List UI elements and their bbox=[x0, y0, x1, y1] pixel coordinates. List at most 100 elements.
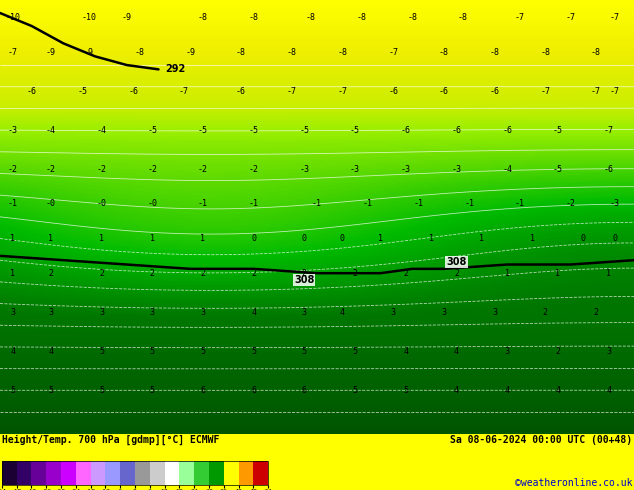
Text: 6: 6 bbox=[251, 386, 256, 395]
Text: -7: -7 bbox=[388, 48, 398, 56]
Text: 3: 3 bbox=[492, 308, 497, 317]
Text: 308: 308 bbox=[446, 257, 467, 268]
Text: -7: -7 bbox=[179, 87, 189, 96]
Text: Height/Temp. 700 hPa [gdmp][°C] ECMWF: Height/Temp. 700 hPa [gdmp][°C] ECMWF bbox=[2, 435, 219, 445]
Text: -5: -5 bbox=[249, 125, 259, 135]
Text: -2: -2 bbox=[46, 165, 56, 173]
Text: -3: -3 bbox=[8, 125, 18, 135]
Text: 308: 308 bbox=[294, 275, 314, 285]
Text: -1: -1 bbox=[8, 199, 18, 208]
Text: 4: 4 bbox=[10, 347, 15, 356]
Text: -1: -1 bbox=[249, 199, 259, 208]
Text: 1: 1 bbox=[505, 269, 510, 278]
Text: -0: -0 bbox=[46, 199, 56, 208]
Text: -1: -1 bbox=[198, 199, 208, 208]
Text: 3: 3 bbox=[48, 308, 53, 317]
Text: -8: -8 bbox=[249, 13, 259, 22]
Text: -5: -5 bbox=[553, 165, 563, 173]
Text: Sa 08-06-2024 00:00 UTC (00+48): Sa 08-06-2024 00:00 UTC (00+48) bbox=[450, 435, 632, 445]
Text: -8: -8 bbox=[198, 13, 208, 22]
Text: 2: 2 bbox=[251, 269, 256, 278]
Text: 292: 292 bbox=[165, 64, 185, 74]
Text: 0: 0 bbox=[302, 234, 307, 243]
Text: -4: -4 bbox=[502, 165, 512, 173]
Text: -3: -3 bbox=[350, 165, 360, 173]
Text: 3: 3 bbox=[441, 308, 446, 317]
Text: 0: 0 bbox=[340, 234, 345, 243]
Text: 1: 1 bbox=[555, 269, 560, 278]
Text: -2: -2 bbox=[249, 165, 259, 173]
Text: -6: -6 bbox=[451, 125, 462, 135]
Text: -5: -5 bbox=[553, 125, 563, 135]
Text: 2: 2 bbox=[403, 269, 408, 278]
Text: -7: -7 bbox=[515, 13, 525, 22]
Text: 2: 2 bbox=[454, 269, 459, 278]
Text: 1: 1 bbox=[10, 269, 15, 278]
Text: 5: 5 bbox=[150, 347, 155, 356]
Text: 1: 1 bbox=[99, 234, 104, 243]
Text: 3: 3 bbox=[505, 347, 510, 356]
Text: -7: -7 bbox=[540, 87, 550, 96]
Text: -9: -9 bbox=[46, 48, 56, 56]
Text: -10: -10 bbox=[5, 13, 20, 22]
Text: 4: 4 bbox=[606, 386, 611, 395]
Text: -7: -7 bbox=[566, 13, 576, 22]
Text: -1: -1 bbox=[413, 199, 424, 208]
Text: 2: 2 bbox=[353, 269, 358, 278]
Text: -5: -5 bbox=[350, 125, 360, 135]
Text: -7: -7 bbox=[287, 87, 297, 96]
Text: 1: 1 bbox=[479, 234, 484, 243]
Text: -5: -5 bbox=[198, 125, 208, 135]
Text: 4: 4 bbox=[48, 347, 53, 356]
Text: 2: 2 bbox=[302, 269, 307, 278]
Text: -3: -3 bbox=[610, 199, 620, 208]
Text: 2: 2 bbox=[150, 269, 155, 278]
Text: 3: 3 bbox=[200, 308, 205, 317]
Text: -9: -9 bbox=[122, 13, 132, 22]
Text: 5: 5 bbox=[302, 347, 307, 356]
Text: -8: -8 bbox=[306, 13, 316, 22]
Text: -7: -7 bbox=[8, 48, 18, 56]
Text: -4: -4 bbox=[96, 125, 107, 135]
Text: 2: 2 bbox=[48, 269, 53, 278]
Text: -7: -7 bbox=[610, 13, 620, 22]
Text: -6: -6 bbox=[236, 87, 246, 96]
Text: -4: -4 bbox=[46, 125, 56, 135]
Text: 5: 5 bbox=[99, 386, 104, 395]
Text: -1: -1 bbox=[515, 199, 525, 208]
Text: 4: 4 bbox=[340, 308, 345, 317]
Text: 3: 3 bbox=[10, 308, 15, 317]
Text: -3: -3 bbox=[299, 165, 309, 173]
Text: -0: -0 bbox=[147, 199, 157, 208]
Text: -2: -2 bbox=[566, 199, 576, 208]
Text: -2: -2 bbox=[96, 165, 107, 173]
Text: 1: 1 bbox=[429, 234, 434, 243]
Text: -3: -3 bbox=[401, 165, 411, 173]
Text: 3: 3 bbox=[150, 308, 155, 317]
Text: -8: -8 bbox=[458, 13, 468, 22]
Text: -6: -6 bbox=[502, 125, 512, 135]
Text: 6: 6 bbox=[200, 386, 205, 395]
Text: 5: 5 bbox=[353, 347, 358, 356]
Text: 5: 5 bbox=[200, 347, 205, 356]
Text: -10: -10 bbox=[81, 13, 96, 22]
Text: -0: -0 bbox=[96, 199, 107, 208]
Text: -6: -6 bbox=[401, 125, 411, 135]
Text: 0: 0 bbox=[251, 234, 256, 243]
Text: -7: -7 bbox=[604, 125, 614, 135]
Text: 6: 6 bbox=[302, 386, 307, 395]
Text: 5: 5 bbox=[403, 386, 408, 395]
Text: 2: 2 bbox=[593, 308, 598, 317]
Text: -1: -1 bbox=[363, 199, 373, 208]
Text: -8: -8 bbox=[591, 48, 601, 56]
Text: -7: -7 bbox=[591, 87, 601, 96]
Text: -7: -7 bbox=[610, 87, 620, 96]
Text: 2: 2 bbox=[200, 269, 205, 278]
Text: -9: -9 bbox=[185, 48, 195, 56]
Text: -8: -8 bbox=[407, 13, 417, 22]
Text: -8: -8 bbox=[540, 48, 550, 56]
Text: -6: -6 bbox=[388, 87, 398, 96]
Text: 1: 1 bbox=[200, 234, 205, 243]
Text: -6: -6 bbox=[604, 165, 614, 173]
Text: 1: 1 bbox=[606, 269, 611, 278]
